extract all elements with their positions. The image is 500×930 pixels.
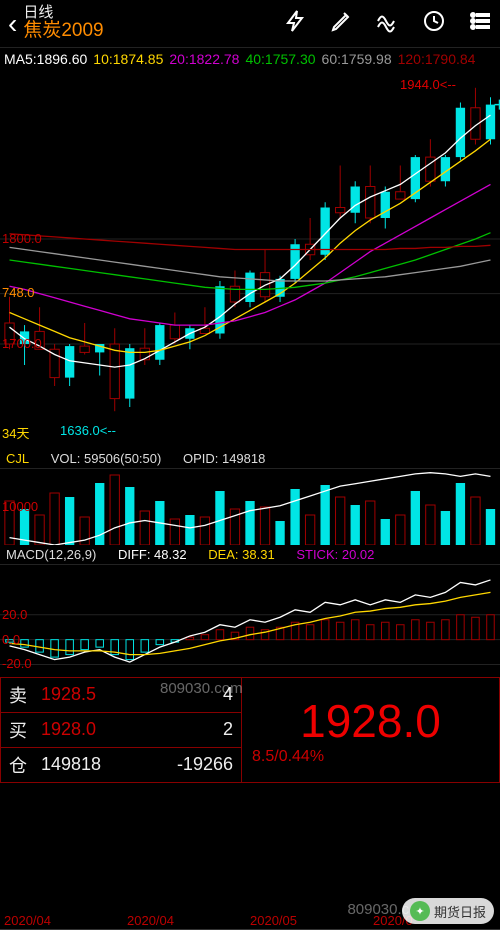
bolt-icon[interactable] bbox=[284, 9, 308, 38]
toolbar bbox=[284, 9, 492, 38]
orderbook-row: 买1928.0 2 bbox=[1, 713, 241, 748]
axis-date: 2020/04 bbox=[127, 913, 250, 928]
wave-icon[interactable] bbox=[376, 9, 400, 38]
orderbook-row: 仓149818 -19266 bbox=[1, 748, 241, 782]
candlestick-chart[interactable]: 1800.0748.01700.01944.0<--1636.0<--34天 bbox=[0, 71, 500, 449]
opid-text: OPID: 149818 bbox=[183, 451, 265, 466]
price-change: 8.5/0.44% bbox=[252, 748, 324, 766]
macd-info-row: MACD(12,26,9) DIFF: 48.32 DEA: 38.31 STI… bbox=[0, 545, 500, 565]
dea-label: DEA: 38.31 bbox=[208, 547, 275, 562]
ob-qty: 4 bbox=[223, 684, 233, 705]
quote-panel: 卖1928.54买1928.02仓149818-19266 1928.0 8.5… bbox=[0, 677, 500, 783]
ob-key: 买 bbox=[9, 717, 39, 743]
ma-item: 40:1757.30 bbox=[245, 51, 315, 67]
clock-icon[interactable] bbox=[422, 9, 446, 38]
diff-label: DIFF: 48.32 bbox=[118, 547, 187, 562]
last-price: 1928.0 bbox=[300, 694, 441, 748]
orderbook-row: 卖1928.5 4 bbox=[1, 678, 241, 713]
ma-indicators: MA5:1896.60 10:1874.85 20:1822.78 40:1757.3… bbox=[0, 48, 500, 71]
wechat-icon: ✦ bbox=[410, 901, 430, 921]
symbol-title[interactable]: 日线 焦炭2009 bbox=[23, 5, 103, 42]
symbol-label: 焦炭2009 bbox=[23, 21, 103, 42]
ma-item: 10:1874.85 bbox=[93, 51, 163, 67]
period-label: 日线 bbox=[23, 5, 103, 22]
stick-label: STICK: 20.02 bbox=[296, 547, 374, 562]
ob-key: 仓 bbox=[9, 752, 39, 778]
source-badge[interactable]: ✦ 期货日报 bbox=[402, 898, 494, 924]
volume-chart[interactable]: 10000 bbox=[0, 469, 500, 545]
macd-chart[interactable]: 20.00.0-20.0 bbox=[0, 565, 500, 677]
ma-item: 60:1759.98 bbox=[322, 51, 392, 67]
badge-text: 期货日报 bbox=[434, 902, 486, 921]
orderbook: 卖1928.5 4 买1928.0 2 仓149818 -19266 bbox=[1, 678, 241, 782]
axis-date: 2020/05 bbox=[250, 913, 373, 928]
cjl-label: CJL bbox=[6, 451, 29, 466]
axis-date: 2020/04 bbox=[4, 913, 127, 928]
pencil-icon[interactable] bbox=[330, 9, 354, 38]
vol-text: VOL: 59506(50:50) bbox=[51, 451, 162, 466]
ma-item: 20:1822.78 bbox=[169, 51, 239, 67]
macd-label: MACD(12,26,9) bbox=[6, 547, 96, 562]
ob-key: 卖 bbox=[9, 682, 39, 708]
ma-item: MA5:1896.60 bbox=[4, 51, 87, 67]
price-display: 1928.0 8.5/0.44% bbox=[241, 678, 499, 782]
ma-item: 120:1790.84 bbox=[398, 51, 476, 67]
back-icon[interactable]: ‹ bbox=[8, 8, 17, 40]
ob-price: 1928.0 bbox=[41, 719, 96, 740]
ob-qty: 2 bbox=[223, 719, 233, 740]
ob-price: 1928.5 bbox=[41, 684, 96, 705]
ob-price: 149818 bbox=[41, 754, 101, 775]
volume-info-row: CJL VOL: 59506(50:50) OPID: 149818 bbox=[0, 449, 500, 469]
menu-icon[interactable] bbox=[468, 9, 492, 38]
header-bar: ‹ 日线 焦炭2009 bbox=[0, 0, 500, 48]
ob-qty: -19266 bbox=[177, 754, 233, 775]
